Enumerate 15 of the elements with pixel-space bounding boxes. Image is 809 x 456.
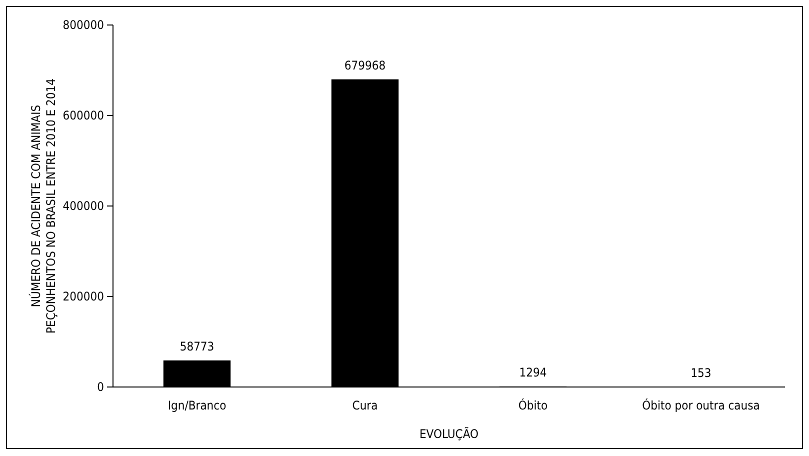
data-label: 58773 <box>180 339 214 354</box>
data-label: 153 <box>690 366 712 380</box>
y-tick-label: 600000 <box>62 108 104 122</box>
y-tick-label: 0 <box>97 380 104 394</box>
x-tick-label: Óbito por outra causa <box>642 398 760 413</box>
x-tick-label: Ign/Branco <box>168 398 227 413</box>
y-tick-label: 200000 <box>62 289 104 304</box>
y-axis-title: NÚMERO DE ACIDENTE COM ANIMAIS PEÇONHENTOS NO BRASIL ENTRE 2010 E 2014 <box>28 78 58 334</box>
x-axis-title: EVOLUÇÃO <box>419 426 479 441</box>
x-tick-label: Cura <box>352 398 378 413</box>
data-label: 679968 <box>344 58 386 72</box>
data-label: 1294 <box>519 365 547 380</box>
y-tick-label: 800000 <box>62 18 104 32</box>
y-tick-label: 400000 <box>62 198 104 213</box>
x-tick-label: Óbito <box>518 398 548 413</box>
